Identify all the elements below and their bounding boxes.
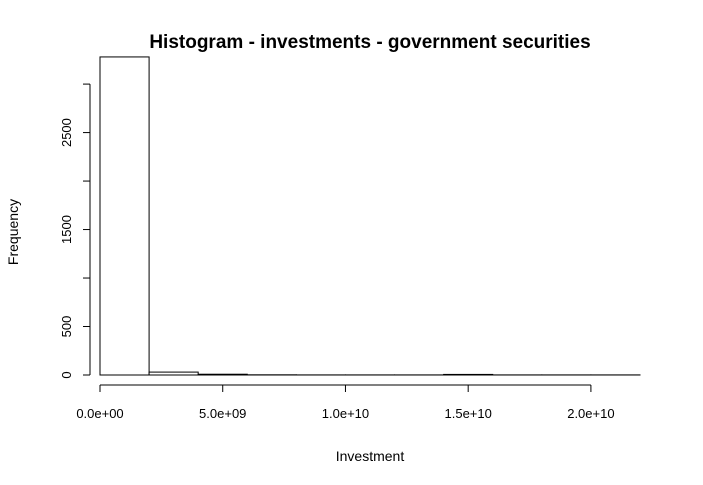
chart-title: Histogram - investments - government sec… xyxy=(149,32,590,53)
x-axis-label: Investment xyxy=(336,448,405,464)
histogram-bar xyxy=(148,371,199,376)
histogram-bar xyxy=(197,373,248,376)
y-tick-label: 2500 xyxy=(59,118,74,147)
x-tick-label: 1.5e+10 xyxy=(445,406,492,421)
x-tick-label: 5.0e+09 xyxy=(199,406,246,421)
histogram-bar xyxy=(443,373,494,376)
y-axis: 0 500 1500 2500 xyxy=(59,83,91,379)
y-tick-label: 0 xyxy=(59,371,74,378)
y-axis-label: Frequency xyxy=(5,199,21,265)
bars-group xyxy=(99,56,641,376)
y-tick-label: 1500 xyxy=(59,215,74,244)
x-tick-label: 0.0e+00 xyxy=(76,406,123,421)
x-tick-label: 2.0e+10 xyxy=(567,406,614,421)
x-tick-label: 1.0e+10 xyxy=(322,406,369,421)
y-tick-label: 500 xyxy=(59,316,74,338)
x-axis: 0.0e+00 5.0e+09 1.0e+10 1.5e+10 2.0e+10 xyxy=(76,384,615,421)
histogram-bar xyxy=(99,56,150,376)
